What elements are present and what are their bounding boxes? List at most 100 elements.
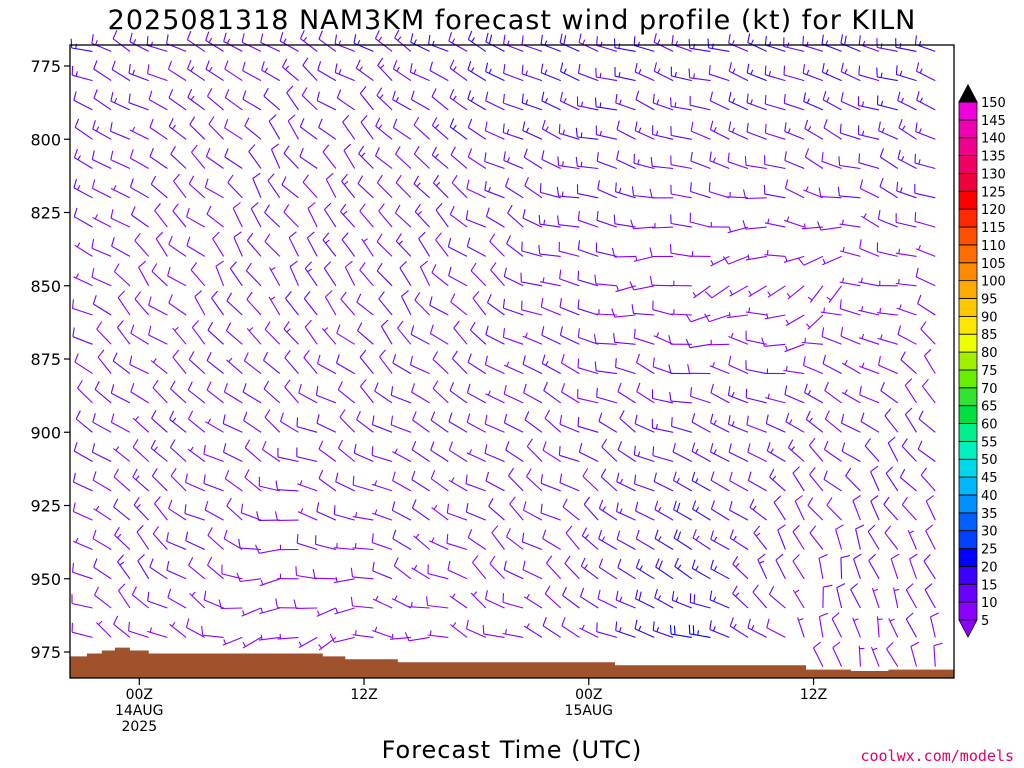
wind-barb	[868, 553, 880, 580]
barb-feather	[709, 120, 714, 130]
barb-half-feather	[619, 478, 623, 484]
wind-barb	[226, 292, 243, 316]
barb-half-feather	[674, 102, 677, 108]
barb-shaft	[317, 363, 337, 375]
barb-shaft	[652, 309, 674, 316]
wind-barb	[562, 498, 580, 521]
barb-shaft	[709, 599, 730, 609]
barb-half-feather	[879, 308, 882, 314]
wind-barb	[168, 499, 187, 521]
barb-feather	[215, 260, 224, 267]
wind-barb	[465, 503, 487, 521]
wind-barb	[688, 68, 711, 82]
barb-shaft	[878, 218, 899, 228]
wind-barb	[194, 290, 206, 316]
wind-barb	[747, 471, 767, 492]
wind-barb	[277, 544, 299, 551]
barb-shaft	[411, 449, 430, 462]
barb-half-feather	[174, 326, 179, 331]
barb-shaft	[820, 226, 842, 231]
barb-shaft	[783, 74, 805, 82]
barb-feather	[110, 91, 114, 102]
barb-shaft	[870, 471, 880, 492]
barb-feather	[446, 503, 450, 514]
barb-shaft	[166, 540, 187, 551]
wind-barb	[316, 607, 337, 617]
barb-shaft	[615, 599, 636, 609]
barb-feather	[206, 352, 212, 361]
barb-feather	[598, 529, 603, 540]
wind-barb	[359, 203, 374, 228]
barb-feather	[136, 524, 144, 533]
wind-barb	[334, 63, 355, 82]
barb-feather	[154, 203, 161, 211]
barb-shaft	[792, 560, 805, 580]
colorbar-segment	[958, 405, 978, 424]
barb-shaft	[745, 368, 767, 375]
wind-barb	[867, 524, 880, 550]
wind-barb	[296, 447, 318, 463]
wind-barb	[427, 564, 449, 580]
wind-barb	[728, 34, 749, 52]
barb-shaft	[614, 47, 636, 52]
barb-feather	[560, 383, 566, 393]
barb-shaft	[167, 275, 187, 287]
wind-barb	[359, 378, 374, 404]
barb-shaft	[823, 478, 842, 492]
barb-feather	[203, 444, 206, 455]
barb-shaft	[635, 510, 655, 521]
barb-feather	[248, 144, 256, 152]
barb-half-feather	[693, 73, 695, 79]
barb-shaft	[804, 392, 824, 404]
barb-feather	[148, 296, 152, 306]
wind-barb	[372, 480, 393, 492]
barb-shaft	[352, 605, 374, 609]
barb-half-feather	[889, 618, 895, 622]
wind-barb	[395, 146, 412, 169]
barb-shaft	[526, 446, 543, 462]
barb-shaft	[147, 44, 168, 52]
barb-shaft	[414, 211, 431, 228]
barb-shaft	[392, 480, 412, 492]
wind-barb	[840, 62, 861, 82]
barb-shaft	[560, 334, 580, 345]
wind-barb	[92, 529, 112, 550]
barb-shaft	[614, 341, 636, 345]
colorbar-segment	[958, 458, 978, 478]
barb-half-feather	[134, 416, 140, 421]
barb-feather	[523, 383, 527, 393]
wind-barb	[130, 383, 149, 404]
wind-barb	[649, 188, 674, 199]
barb-feather	[194, 290, 203, 298]
wind-barb	[274, 511, 299, 521]
barb-feather	[429, 324, 434, 334]
wind-barb	[614, 182, 636, 199]
wind-barb	[852, 617, 861, 638]
barb-half-feather	[413, 69, 417, 75]
barb-shaft	[302, 65, 318, 81]
barb-feather	[91, 238, 95, 249]
barb-feather	[344, 260, 353, 268]
colorbar-tick-label: 15	[981, 578, 998, 593]
wind-barb	[503, 560, 524, 580]
barb-shaft	[710, 451, 730, 462]
barb-half-feather	[487, 390, 491, 396]
wind-barb	[152, 526, 168, 550]
barb-feather	[148, 90, 153, 100]
wind-barb	[670, 155, 692, 170]
barb-feather	[70, 38, 73, 49]
wind-barb	[562, 586, 580, 609]
barb-half-feather	[898, 248, 901, 254]
barb-feather	[466, 413, 471, 423]
barb-feather	[329, 633, 335, 643]
barb-shaft	[267, 180, 281, 199]
barb-feather	[560, 354, 565, 364]
wind-barb	[413, 175, 430, 199]
wind-barb	[71, 299, 93, 316]
credit-text[interactable]: coolwx.com/models	[860, 747, 1014, 765]
barb-shaft	[503, 132, 524, 140]
barb-shaft	[542, 128, 561, 140]
wind-barb	[858, 277, 880, 287]
barb-half-feather	[581, 624, 585, 630]
barb-shaft	[466, 421, 487, 433]
